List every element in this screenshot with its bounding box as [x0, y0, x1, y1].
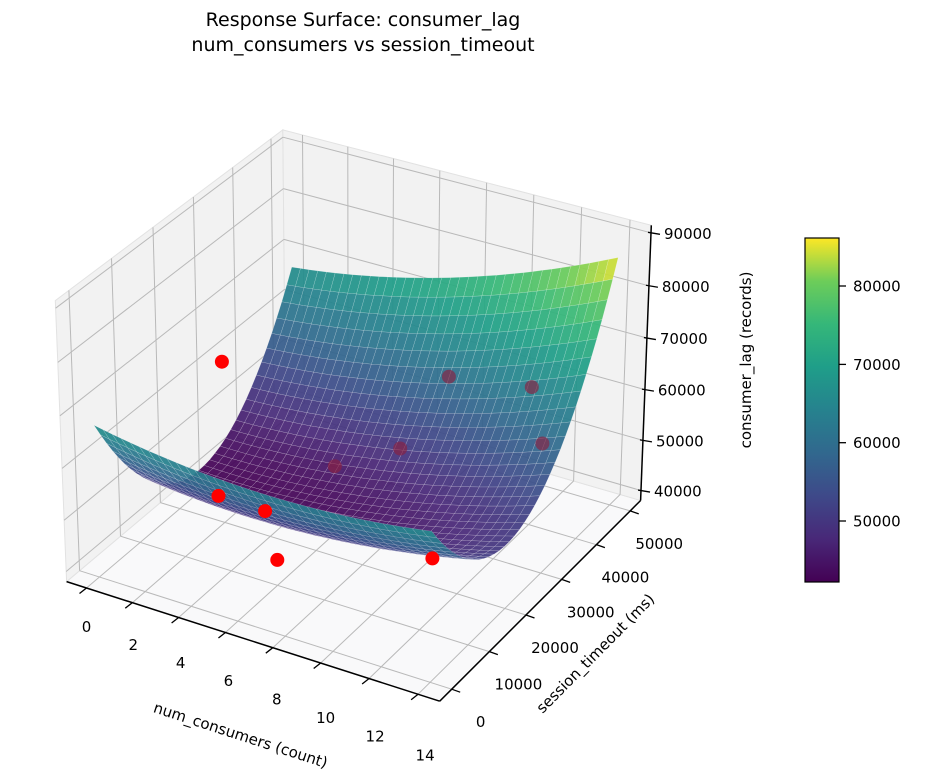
scatter-point — [214, 354, 229, 369]
colorbar-tick-label: 70000 — [853, 356, 901, 374]
chart-title-line2: num_consumers vs session_timeout — [191, 34, 535, 56]
x-tick-label: 4 — [176, 654, 186, 672]
z-tick-label: 80000 — [662, 278, 710, 296]
chart-title: Response Surface: consumer_lag num_consu… — [0, 8, 726, 58]
tick-labels: 0 2 4 6 8 10 12 14 0 10000 20000 30000 40000 50000 400… — [82, 225, 712, 765]
scatter-points — [211, 354, 550, 567]
z-axis-label: consumer_lag (records) — [737, 272, 756, 449]
colorbar-tick-label: 80000 — [853, 278, 901, 296]
y-tick-label: 0 — [476, 713, 486, 731]
surface-mesh — [93, 257, 619, 560]
scatter-point — [524, 380, 539, 395]
colorbar: 50000 60000 70000 80000 — [804, 237, 901, 583]
y-tick-label: 50000 — [635, 535, 683, 553]
z-tick-label: 40000 — [654, 483, 702, 501]
y-tick-label: 40000 — [602, 569, 650, 587]
colorbar-tick-label: 60000 — [853, 434, 901, 452]
scatter-point — [535, 436, 550, 451]
z-tick-label: 60000 — [658, 382, 706, 400]
x-tick-label: 8 — [272, 691, 282, 709]
axis-spines — [66, 225, 653, 702]
x-tick-label: 10 — [316, 709, 335, 727]
y-tick-label: 10000 — [495, 676, 543, 694]
y-tick-label: 20000 — [531, 639, 579, 657]
x-tick-label: 2 — [129, 636, 139, 654]
colorbar-gradient — [804, 237, 840, 583]
scatter-point — [211, 488, 226, 503]
colorbar-tick-label: 50000 — [853, 513, 901, 531]
y-tick-label: 30000 — [567, 603, 615, 621]
z-tick-label: 90000 — [664, 225, 712, 243]
tick-marks — [79, 231, 661, 701]
x-tick-label: 14 — [416, 747, 435, 765]
x-tick-label: 6 — [224, 672, 234, 690]
scatter-point — [393, 441, 408, 456]
scatter-point — [270, 552, 285, 567]
scatter-point — [327, 459, 342, 474]
scatter-point — [441, 369, 456, 384]
chart-title-line1: Response Surface: consumer_lag — [205, 9, 521, 31]
z-tick-label: 70000 — [660, 330, 708, 348]
scatter-point — [425, 551, 440, 566]
x-tick-label: 0 — [82, 618, 92, 636]
x-tick-label: 12 — [366, 728, 385, 746]
x-axis-label: num_consumers (count) — [151, 699, 330, 773]
scatter-point — [258, 504, 273, 519]
z-tick-label: 50000 — [656, 432, 704, 450]
